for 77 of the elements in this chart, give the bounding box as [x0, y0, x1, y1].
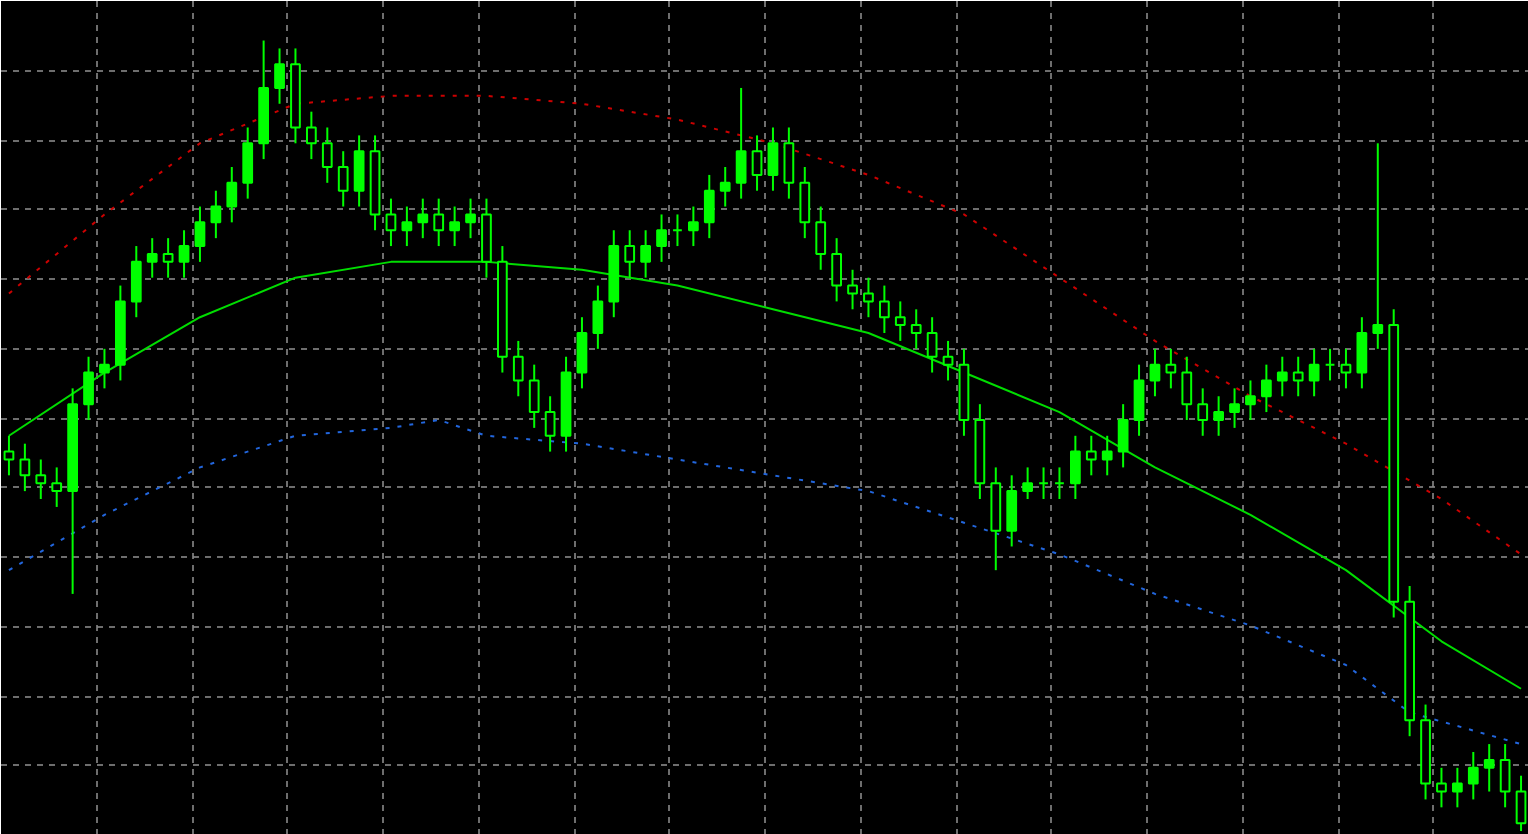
candlestick [1213, 395, 1224, 437]
candlestick [719, 166, 731, 208]
candlestick [990, 466, 1002, 572]
candlestick [1101, 434, 1113, 477]
candlestick [1452, 766, 1463, 809]
candlestick [703, 173, 715, 240]
candlestick [1356, 316, 1368, 390]
candlestick [1165, 347, 1177, 390]
candlestick [640, 229, 651, 279]
candlestick [576, 316, 588, 390]
candlestick [1467, 751, 1479, 801]
candlestick [321, 126, 333, 184]
candlestick [1006, 474, 1018, 548]
candlestick [210, 189, 222, 240]
candlestick [847, 268, 858, 311]
candlestick [417, 197, 429, 240]
candlestick [1197, 387, 1209, 437]
candlestick [1340, 347, 1352, 390]
candlestick [449, 205, 460, 248]
candlestick [306, 110, 317, 161]
candlestick [162, 237, 174, 279]
candlestick [99, 347, 110, 390]
candlestick [19, 442, 31, 493]
candlestick [274, 47, 285, 105]
candlestick [624, 229, 636, 279]
candlestick [751, 134, 763, 192]
candlestick [656, 213, 667, 263]
candlestick [178, 229, 190, 279]
candlestick [799, 166, 811, 240]
candlestick [879, 284, 890, 335]
candlestick [815, 205, 827, 271]
candlestick [1149, 347, 1161, 398]
candlestick [688, 205, 699, 248]
candlestick [35, 458, 47, 501]
candlestick [528, 363, 540, 429]
candlestick [242, 126, 254, 200]
candlestick [1276, 355, 1288, 398]
candlestick [465, 197, 476, 240]
candlestick [226, 166, 238, 224]
candlestick [1117, 403, 1129, 469]
candlestick [926, 316, 938, 374]
candlestick [592, 284, 604, 350]
candlestick [1022, 466, 1033, 501]
candlestick [1229, 387, 1240, 429]
candlestick [783, 126, 795, 200]
candlestick [433, 197, 445, 248]
candlestick [1085, 434, 1097, 477]
candlestick [1261, 363, 1272, 414]
candlestick [894, 300, 906, 342]
candlestick [1499, 743, 1511, 809]
candlestick [194, 205, 206, 263]
candlestick [353, 134, 365, 208]
candlestick [942, 339, 954, 382]
candlestick [83, 355, 94, 421]
candlestick [1308, 347, 1320, 398]
candlestick [1181, 355, 1193, 421]
candlestick [1070, 434, 1081, 501]
candlestick [910, 308, 922, 350]
candlestick [385, 197, 397, 248]
candlestick [401, 205, 413, 248]
candlestick [1372, 142, 1384, 350]
candlestick [1133, 363, 1145, 437]
candlestick [512, 339, 524, 398]
candlestick [1245, 379, 1256, 421]
candlestick [51, 466, 63, 508]
candlestick [130, 245, 142, 319]
candlestick [1483, 743, 1495, 793]
candlestick [481, 197, 492, 279]
candlestick [735, 86, 747, 200]
candlestick [767, 126, 779, 192]
candlestick [146, 237, 158, 279]
candlestick [1292, 355, 1304, 398]
candlestick [831, 237, 842, 303]
candlestick [1436, 766, 1447, 809]
candlestick [544, 395, 556, 453]
candlestick [337, 150, 349, 208]
candlestick [863, 276, 874, 319]
